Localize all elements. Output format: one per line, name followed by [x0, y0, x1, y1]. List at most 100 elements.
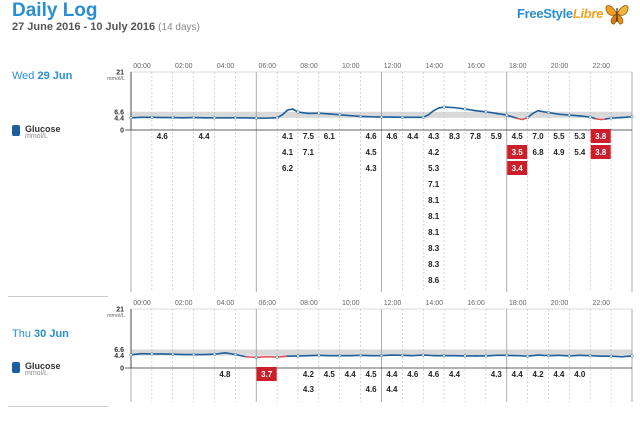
glucose-value: 4.3	[491, 370, 503, 379]
glucose-point	[442, 105, 446, 109]
glucose-line-segment	[537, 354, 550, 357]
glucose-value: 4.4	[199, 132, 211, 141]
day-label-2: Thu 30 Jun	[12, 328, 69, 340]
sensor-icon	[12, 362, 20, 373]
glucose-value: 4.5	[512, 132, 524, 141]
glucose-point	[338, 354, 342, 358]
y-tick-label: 4.4	[114, 115, 124, 122]
glucose-line-segment	[599, 118, 607, 121]
glucose-point	[630, 115, 634, 119]
glucose-point	[296, 110, 300, 114]
glucose-line-segment	[589, 354, 602, 358]
glucose-value: 3.7	[261, 370, 273, 379]
glucose-point	[463, 107, 467, 111]
glucose-value: 4.6	[157, 132, 169, 141]
glucose-value: 3.5	[512, 148, 524, 157]
glucose-value: 4.4	[386, 370, 398, 379]
glucose-value: 4.6	[428, 370, 440, 379]
glucose-point	[129, 116, 133, 120]
glucose-value: 6.8	[533, 148, 545, 157]
glucose-point	[317, 111, 321, 115]
low-value-box	[590, 145, 611, 159]
glucose-line-segment	[485, 354, 498, 357]
glucose-value: 4.0	[574, 370, 586, 379]
glucose-line-segment	[516, 354, 529, 358]
low-value-box	[507, 145, 528, 159]
glucose-line-segment	[432, 107, 440, 112]
sensor-icon	[12, 125, 20, 136]
glucose-point	[421, 115, 425, 119]
x-tick-label: 22:00	[592, 63, 610, 70]
glucose-point	[526, 354, 530, 358]
glucose-value: 4.8	[219, 370, 231, 379]
glucose-point	[338, 113, 342, 117]
glucose-point	[254, 116, 258, 120]
glucose-point	[150, 115, 154, 119]
glucose-point	[359, 353, 363, 357]
glucose-line-segment	[495, 112, 508, 116]
glucose-point	[359, 114, 363, 119]
glucose-line-segment	[579, 115, 592, 118]
glucose-line-segment	[380, 354, 393, 357]
y-tick-label: 0	[120, 128, 124, 135]
glucose-point	[609, 116, 613, 120]
y-tick-label: 6.6	[114, 109, 124, 116]
glucose-line-segment	[568, 354, 581, 357]
glucose-line-segment	[526, 354, 539, 358]
x-tick-label: 20:00	[551, 63, 569, 70]
glucose-line-segment	[234, 353, 247, 358]
glucose-value: 4.4	[553, 370, 565, 379]
glucose-value: 5.3	[574, 132, 586, 141]
glucose-point	[192, 352, 196, 357]
glucose-value: 4.2	[428, 148, 440, 157]
glucose-point	[212, 116, 217, 120]
glucose-value: 4.5	[366, 148, 378, 157]
x-tick-label: 12:00	[384, 63, 402, 70]
glucose-value: 8.3	[428, 260, 440, 269]
glucose-value: 7.0	[533, 132, 545, 141]
glucose-value: 5.5	[553, 132, 565, 141]
butterfly-icon	[605, 5, 629, 25]
glucose-value: 4.2	[533, 370, 545, 379]
glucose-value: 8.1	[428, 212, 440, 221]
glucose-value: 4.6	[366, 132, 378, 141]
glucose-line-segment	[422, 354, 435, 357]
glucose-line-segment	[328, 113, 341, 116]
x-tick-label: 14:00	[425, 63, 443, 70]
glucose-value: 3.8	[595, 132, 607, 141]
x-tick-label: 00:00	[133, 63, 151, 70]
x-tick-label: 18:00	[509, 63, 527, 70]
glucose-line-segment	[485, 110, 498, 115]
y-tick-label: 21	[116, 307, 124, 314]
date-range: 27 June 2016 - 10 July 2016 (14 days)	[12, 21, 200, 33]
glucose-value: 3.8	[595, 148, 607, 157]
x-tick-label: 02:00	[175, 300, 193, 307]
glucose-line-segment	[281, 109, 289, 116]
glucose-point	[463, 354, 467, 358]
glucose-line-segment	[474, 109, 487, 113]
glucose-value: 4.9	[553, 148, 565, 157]
glucose-value: 8.1	[428, 228, 440, 237]
glucose-point	[254, 355, 258, 359]
glucose-value: 4.5	[324, 370, 336, 379]
y-unit-label: mmol/L	[107, 313, 125, 319]
glucose-value: 4.4	[386, 385, 398, 394]
glucose-value: 7.1	[428, 180, 440, 189]
day-weekday: Thu	[12, 328, 31, 340]
glucose-label-2: Glucose mmol/L	[12, 361, 61, 377]
glucose-line-segment	[130, 352, 143, 356]
glucose-point	[379, 115, 384, 119]
glucose-point	[567, 354, 571, 358]
glucose-value: 3.4	[512, 164, 524, 173]
glucose-value: 6.1	[324, 132, 336, 141]
glucose-line-segment	[537, 109, 545, 113]
glucose-line-segment	[568, 114, 581, 117]
glucose-line-segment	[427, 109, 435, 116]
y-unit-label: mmol/L	[107, 76, 125, 82]
glucose-point	[484, 110, 488, 114]
glucose-title: Glucose	[25, 361, 61, 371]
glucose-point	[317, 353, 321, 357]
y-tick-label: 4.4	[114, 353, 124, 360]
page-title: Daily Log	[12, 0, 98, 21]
glucose-value: 4.4	[449, 370, 461, 379]
